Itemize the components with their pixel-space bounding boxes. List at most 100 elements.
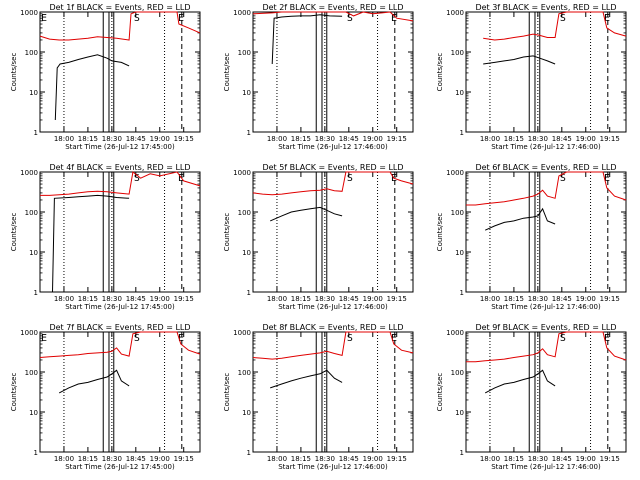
x-tick-label: 18:00 xyxy=(267,135,287,143)
x-tick-label: 18:00 xyxy=(480,455,500,463)
lld-series-line xyxy=(483,11,627,41)
event-marker-label: S xyxy=(560,333,566,344)
x-tick-label: 19:15 xyxy=(174,135,194,143)
y-tick-label: 100 xyxy=(451,369,464,377)
event-marker-label: E xyxy=(41,13,47,24)
event-marker-label: S xyxy=(134,173,140,184)
plot-frame xyxy=(39,171,201,293)
x-axis-label: Start Time (26-Jul-12 17:46:00) xyxy=(491,463,601,471)
x-axis-label: Start Time (26-Jul-12 17:45:00) xyxy=(65,303,175,311)
event-marker-label: E xyxy=(391,333,397,344)
event-marker-label: E xyxy=(604,13,610,24)
y-tick-label: 1 xyxy=(34,289,38,297)
y-tick-label: 1000 xyxy=(446,329,464,337)
chart-title: Det 9f BLACK = Events, RED = LLD xyxy=(475,323,616,332)
x-tick-label: 19:15 xyxy=(600,295,620,303)
x-tick-label: 19:00 xyxy=(363,295,383,303)
event-marker-label: S xyxy=(134,333,140,344)
event-marker-label: S xyxy=(134,13,140,24)
y-axis-label: Counts/sec xyxy=(223,213,231,252)
x-tick-label: 19:00 xyxy=(363,135,383,143)
event-marker-label: E xyxy=(604,173,610,184)
event-marker-label: E xyxy=(604,333,610,344)
y-axis-label: Counts/sec xyxy=(436,53,444,92)
y-tick-label: 1 xyxy=(460,289,464,297)
x-tick-label: 18:15 xyxy=(291,135,311,143)
x-tick-label: 18:00 xyxy=(267,455,287,463)
y-axis-label: Counts/sec xyxy=(436,373,444,412)
plot-frame xyxy=(39,331,201,453)
chart-title: Det 1f BLACK = Events, RED = LLD xyxy=(49,3,190,12)
x-tick-label: 18:15 xyxy=(291,295,311,303)
y-tick-label: 1000 xyxy=(20,169,38,177)
events-series-line xyxy=(484,369,556,394)
y-tick-label: 1000 xyxy=(233,169,251,177)
lld-series-line xyxy=(252,331,414,360)
x-tick-label: 18:45 xyxy=(126,295,146,303)
y-tick-label: 100 xyxy=(25,209,38,217)
lld-series-line xyxy=(466,171,627,206)
y-tick-label: 1 xyxy=(34,449,38,457)
chart-title: Det 8f BLACK = Events, RED = LLD xyxy=(262,323,403,332)
x-tick-label: 18:45 xyxy=(552,135,572,143)
detector-chart-7: Det 7f BLACK = Events, RED = LLD 1 10 100 10… xyxy=(10,323,201,471)
y-tick-label: 1000 xyxy=(446,169,464,177)
chart-title: Det 4f BLACK = Events, RED = LLD xyxy=(49,163,190,172)
y-tick-label: 1000 xyxy=(233,9,251,17)
event-marker-label: E xyxy=(178,333,184,344)
y-tick-label: 1 xyxy=(247,289,251,297)
y-tick-label: 1 xyxy=(247,449,251,457)
y-tick-label: 1000 xyxy=(446,9,464,17)
x-tick-label: 19:00 xyxy=(363,455,383,463)
x-axis-label: Start Time (26-Jul-12 17:45:00) xyxy=(65,463,175,471)
y-tick-label: 10 xyxy=(242,89,251,97)
y-axis-label: Counts/sec xyxy=(436,213,444,252)
plot-frame xyxy=(39,11,201,133)
x-tick-label: 18:45 xyxy=(126,455,146,463)
x-tick-label: 18:30 xyxy=(102,135,122,143)
y-tick-label: 100 xyxy=(238,209,251,217)
y-axis-label: Counts/sec xyxy=(10,213,18,252)
y-axis-label: Counts/sec xyxy=(223,53,231,92)
y-tick-label: 1000 xyxy=(20,329,38,337)
event-marker-label: S xyxy=(347,333,353,344)
event-marker-label: S xyxy=(560,13,566,24)
event-marker-label: E xyxy=(178,13,184,24)
plot-frame xyxy=(465,171,627,293)
x-tick-label: 18:30 xyxy=(315,455,335,463)
events-series-line xyxy=(54,54,130,121)
x-tick-label: 19:15 xyxy=(174,455,194,463)
plot-frame xyxy=(252,171,414,293)
y-axis-label: Counts/sec xyxy=(223,373,231,412)
event-marker-label: E xyxy=(41,333,47,344)
events-series-line xyxy=(484,207,556,231)
x-tick-label: 19:15 xyxy=(387,135,407,143)
x-axis-label: Start Time (26-Jul-12 17:46:00) xyxy=(278,143,388,151)
chart-title: Det 3f BLACK = Events, RED = LLD xyxy=(475,3,616,12)
x-tick-label: 18:00 xyxy=(54,295,74,303)
x-tick-label: 18:15 xyxy=(78,135,98,143)
x-tick-label: 18:30 xyxy=(315,135,335,143)
x-tick-label: 18:15 xyxy=(504,135,524,143)
x-tick-label: 19:15 xyxy=(600,455,620,463)
x-tick-label: 19:15 xyxy=(387,295,407,303)
y-tick-label: 100 xyxy=(238,49,251,57)
x-tick-label: 19:15 xyxy=(174,295,194,303)
y-tick-label: 10 xyxy=(29,409,38,417)
detector-chart-5: Det 5f BLACK = Events, RED = LLD 1 10 100 10… xyxy=(223,163,414,311)
x-tick-label: 18:30 xyxy=(528,455,548,463)
x-tick-label: 19:00 xyxy=(576,135,596,143)
y-tick-label: 10 xyxy=(455,249,464,257)
events-series-line xyxy=(271,14,343,65)
event-marker-label: S xyxy=(347,13,353,24)
x-tick-label: 19:00 xyxy=(150,455,170,463)
lld-series-line xyxy=(39,331,201,358)
x-tick-label: 18:30 xyxy=(315,295,335,303)
plot-frame xyxy=(252,331,414,453)
x-tick-label: 18:30 xyxy=(528,135,548,143)
y-tick-label: 100 xyxy=(451,49,464,57)
y-axis-label: Counts/sec xyxy=(10,53,18,92)
lld-series-line xyxy=(40,171,201,196)
event-marker-label: E xyxy=(178,173,184,184)
detector-chart-1: Det 1f BLACK = Events, RED = LLD 1 10 100 10… xyxy=(10,3,201,151)
